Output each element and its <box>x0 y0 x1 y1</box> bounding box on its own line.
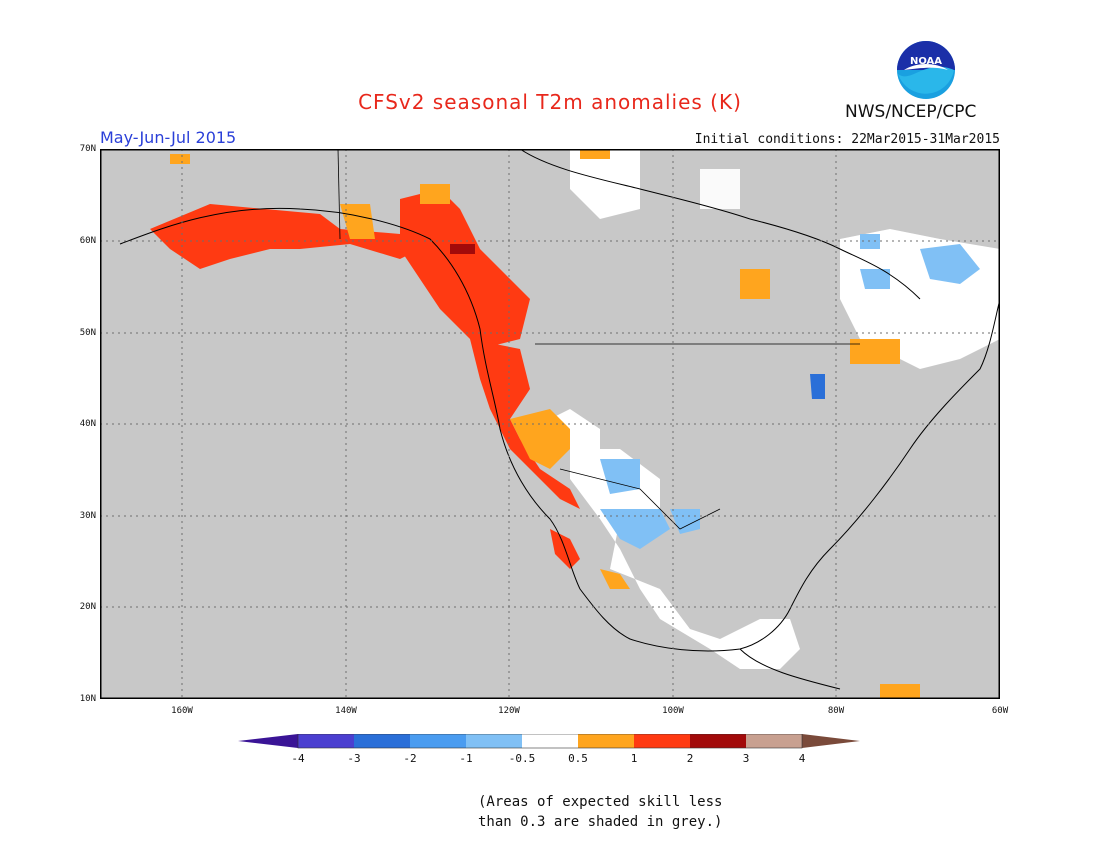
lon-label: 140W <box>335 706 357 716</box>
anomaly-map <box>100 149 1000 699</box>
lat-label: 20N <box>79 602 96 612</box>
agency-label: NWS/NCEP/CPC <box>845 102 977 122</box>
legend-label: -1 <box>459 752 472 765</box>
legend-label: 0.5 <box>568 752 588 765</box>
lon-label: 160W <box>171 706 193 716</box>
lon-label: 120W <box>498 706 520 716</box>
lat-label: 40N <box>79 419 96 429</box>
legend-label: 2 <box>687 752 694 765</box>
svg-text:NOAA: NOAA <box>910 56 942 67</box>
legend-label: 3 <box>743 752 750 765</box>
legend-swatch <box>410 734 466 748</box>
lon-label: 60W <box>991 706 1009 716</box>
legend-swatch-above-4 <box>802 734 860 748</box>
skill-note-line: (Areas of expected skill less <box>478 794 723 810</box>
lat-label: 10N <box>79 694 96 704</box>
map-frame <box>100 149 1000 699</box>
legend-label: 4 <box>799 752 806 765</box>
lon-label: 100W <box>662 706 684 716</box>
legend-swatch <box>746 734 802 748</box>
legend-swatch-below-4 <box>238 734 298 748</box>
legend-label: 1 <box>631 752 638 765</box>
color-legend: -4 -3 -2 -1 -0.5 0.5 1 2 3 4 <box>238 734 860 765</box>
coastlines <box>119 149 1000 690</box>
forecast-period: May-Jun-Jul 2015 <box>100 128 237 147</box>
lon-label: 80W <box>827 706 845 716</box>
legend-swatch <box>298 734 354 748</box>
legend-label: -2 <box>403 752 416 765</box>
skill-note: (Areas of expected skill less than 0.3 a… <box>478 792 722 832</box>
skill-note-line: than 0.3 are shaded in grey.) <box>478 814 723 830</box>
legend-swatch <box>634 734 690 748</box>
legend-swatch <box>522 734 578 748</box>
legend-label: -4 <box>291 752 305 765</box>
initial-conditions: Initial conditions: 22Mar2015-31Mar2015 <box>694 132 1000 147</box>
lat-label: 60N <box>79 236 96 246</box>
gridlines <box>100 149 1000 699</box>
legend-swatch <box>354 734 410 748</box>
legend-label: -3 <box>347 752 360 765</box>
lat-label: 70N <box>79 144 96 154</box>
noaa-logo-icon: NOAA <box>897 41 955 99</box>
lat-label: 50N <box>79 328 96 338</box>
country-borders <box>337 149 860 530</box>
legend-label: -0.5 <box>509 752 536 765</box>
lat-label: 30N <box>79 511 96 521</box>
legend-swatch <box>466 734 522 748</box>
legend-swatch <box>578 734 634 748</box>
map-title: CFSv2 seasonal T2m anomalies (K) <box>358 90 742 114</box>
legend-swatch <box>690 734 746 748</box>
